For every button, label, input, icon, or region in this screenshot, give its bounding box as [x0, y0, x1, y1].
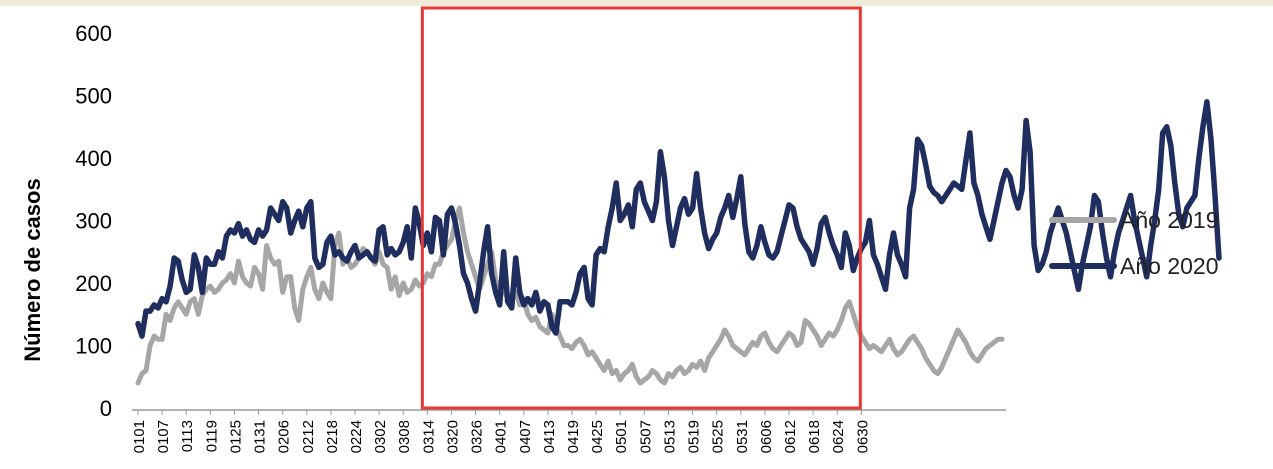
series-line-2020	[135, 99, 1222, 339]
x-tick-label: 0507	[637, 420, 654, 453]
series-line-2019	[135, 205, 1005, 386]
x-tick-label: 0113	[179, 420, 196, 452]
x-tick-label: 0525	[710, 420, 727, 453]
y-tick-label: 500	[75, 84, 112, 109]
x-tick-label: 0513	[661, 420, 678, 453]
y-tick-label: 200	[75, 271, 112, 296]
legend-label: Año 2019	[1120, 207, 1218, 233]
x-tick-label: 0630	[854, 420, 871, 453]
x-tick-label: 0624	[830, 420, 847, 453]
x-tick-label: 0125	[227, 420, 244, 453]
x-tick-label: 0212	[300, 420, 317, 453]
y-axis-ticks: 0 100 200 300 400 500 600	[75, 21, 112, 421]
x-tick-label: 0501	[613, 420, 630, 453]
y-tick-label: 100	[75, 334, 112, 359]
x-tick-label: 0101	[131, 420, 148, 453]
x-tick-label: 0407	[517, 420, 534, 453]
x-tick-label: 0308	[396, 420, 413, 453]
x-tick-label: 0612	[782, 420, 799, 453]
x-tick-label: 0531	[734, 420, 751, 453]
highlight-layer	[420, 6, 862, 410]
x-tick-label: 0618	[806, 420, 823, 453]
x-tick-label: 0320	[444, 420, 461, 453]
x-tick-label: 0302	[372, 420, 389, 453]
legend: Año 2019 Año 2020	[1049, 207, 1218, 279]
y-tick-label: 300	[75, 209, 112, 234]
x-axis: 0101 0107 0113 0119 0125 0131 0206 0212 0218 0224…	[131, 409, 1006, 453]
x-tick-label: 0119	[203, 420, 220, 452]
x-tick-label: 0401	[493, 420, 510, 453]
x-tick-label: 0606	[758, 420, 775, 453]
x-tick-label: 0425	[589, 420, 606, 453]
y-axis-label: Número de casos	[20, 178, 45, 361]
x-tick-label: 0218	[324, 420, 341, 453]
x-tick-label: 0131	[252, 420, 269, 453]
highlight-box	[420, 6, 862, 410]
x-tick-label: 0107	[155, 420, 172, 453]
x-tick-label: 0326	[469, 420, 486, 453]
y-tick-label: 400	[75, 146, 112, 171]
x-tick-label: 0314	[420, 420, 437, 453]
y-tick-label: 0	[100, 396, 112, 421]
x-tick-label: 0224	[348, 420, 365, 453]
x-tick-label: 0206	[276, 420, 293, 453]
top-strip	[0, 0, 1273, 6]
series-layer	[135, 99, 1222, 386]
x-tick-label: 0419	[565, 420, 582, 453]
y-tick-label: 600	[75, 21, 112, 46]
x-tick-label: 0519	[686, 420, 703, 453]
x-tick-label: 0413	[541, 420, 558, 453]
legend-label: Año 2020	[1120, 253, 1218, 279]
